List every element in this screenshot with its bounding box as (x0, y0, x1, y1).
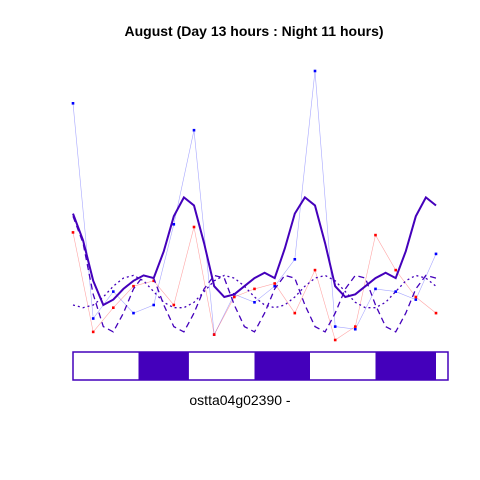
series-1-point (71, 231, 75, 234)
day-night-bar (72, 351, 449, 381)
day-night-segment-day (73, 352, 139, 380)
series-line-2 (72, 195, 437, 307)
series-0-point (374, 287, 377, 291)
series-1-point (414, 295, 418, 299)
series-line-4 (72, 274, 437, 309)
series-1-point (233, 295, 236, 299)
series-1-point (374, 233, 377, 237)
series-1-point (394, 268, 397, 272)
series-0-point (112, 290, 115, 293)
x-axis-label: ostta04g02390 - (189, 392, 291, 408)
series-0-point (172, 223, 176, 226)
series-line-1 (72, 226, 437, 341)
series-line-3 (72, 216, 437, 333)
series-0-point (354, 327, 357, 331)
series-1-point (112, 306, 115, 309)
series-line-0 (72, 70, 437, 336)
series-0-point (333, 325, 337, 328)
series-1-point (253, 287, 256, 291)
series-1-point (333, 338, 337, 342)
series-1-point (434, 311, 438, 315)
series-0-point (71, 102, 75, 105)
plot-area (71, 69, 438, 342)
series-0-point (91, 317, 95, 320)
day-night-segment-day (310, 352, 376, 380)
day-night-segment-day (189, 352, 255, 380)
series-1-point (192, 225, 196, 229)
day-night-segment-night (375, 352, 436, 380)
series-0-point (132, 311, 135, 315)
series-0-point (313, 69, 317, 73)
series-0-point (434, 252, 438, 256)
series-0-point (414, 298, 418, 301)
series-0-point (293, 258, 297, 261)
day-night-segment-night (138, 352, 189, 380)
series-0-point (253, 301, 256, 304)
series-0-point (152, 303, 155, 307)
day-night-segment-night (254, 352, 310, 380)
series-1-point (293, 311, 297, 315)
series-1-point (172, 303, 176, 307)
series-1-point (132, 284, 135, 288)
series-1-point (91, 330, 95, 334)
series-1-point (313, 268, 317, 272)
day-night-bar-border (72, 351, 449, 381)
series-0-point (192, 128, 196, 132)
chart-title: August (Day 13 hours : Night 11 hours) (124, 23, 383, 39)
series-1-point (212, 333, 216, 336)
series-1-point (152, 279, 155, 283)
series-0-point (394, 290, 397, 293)
series-1-point (354, 325, 357, 328)
series-0-point (273, 284, 276, 288)
series-1-point (273, 282, 276, 285)
